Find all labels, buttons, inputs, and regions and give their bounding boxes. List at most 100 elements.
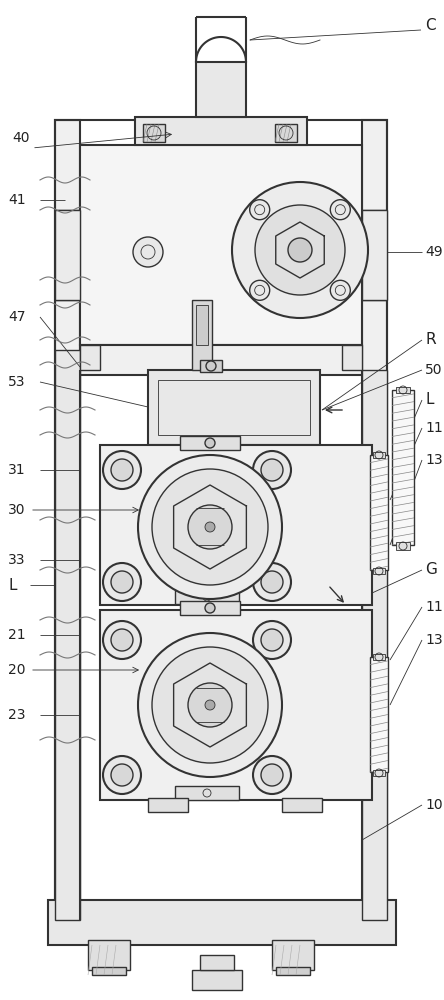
Bar (143, 124, 165, 142)
Circle shape (253, 563, 291, 601)
Text: 40: 40 (12, 131, 29, 145)
Bar (175, 786, 239, 800)
Bar (180, 436, 240, 450)
Text: 53: 53 (8, 375, 25, 389)
Bar (55, 350, 80, 920)
Bar (100, 610, 372, 800)
Circle shape (205, 522, 215, 532)
Bar (370, 657, 388, 772)
Circle shape (206, 361, 216, 371)
Bar (135, 117, 307, 145)
Circle shape (255, 205, 345, 295)
Text: 21: 21 (8, 628, 26, 642)
Text: 13: 13 (425, 453, 443, 467)
Text: G: G (425, 562, 437, 578)
Circle shape (261, 764, 283, 786)
Bar (342, 345, 362, 370)
Bar (158, 380, 310, 435)
Text: 20: 20 (8, 663, 25, 677)
Bar (55, 120, 387, 920)
Circle shape (188, 683, 232, 727)
Text: 33: 33 (8, 553, 25, 567)
Text: R: R (425, 332, 436, 348)
Text: 23: 23 (8, 708, 25, 722)
Text: 11: 11 (425, 600, 443, 614)
Bar (92, 967, 126, 975)
Text: 50: 50 (425, 363, 443, 377)
Circle shape (111, 459, 133, 481)
Bar (80, 145, 362, 345)
Bar (362, 370, 387, 920)
Bar (196, 305, 208, 345)
Bar (80, 345, 100, 370)
Bar (392, 390, 414, 545)
Bar (370, 455, 388, 570)
Circle shape (288, 238, 312, 262)
Circle shape (152, 647, 268, 763)
Bar (200, 955, 234, 970)
Circle shape (111, 571, 133, 593)
Bar (100, 445, 372, 605)
Circle shape (330, 280, 350, 300)
Text: C: C (425, 17, 436, 32)
Bar (196, 62, 246, 117)
Circle shape (138, 633, 282, 777)
Circle shape (205, 438, 215, 448)
Circle shape (103, 621, 141, 659)
Bar (373, 654, 385, 660)
Circle shape (253, 756, 291, 794)
Circle shape (261, 571, 283, 593)
Circle shape (250, 200, 270, 220)
Circle shape (261, 459, 283, 481)
Circle shape (138, 455, 282, 599)
Bar (396, 542, 410, 550)
Text: 49: 49 (425, 245, 443, 259)
Bar (275, 124, 297, 142)
Circle shape (205, 700, 215, 710)
Circle shape (103, 563, 141, 601)
Text: L: L (8, 578, 16, 592)
Circle shape (253, 621, 291, 659)
Bar (373, 452, 385, 458)
Circle shape (103, 451, 141, 489)
Text: 10: 10 (425, 798, 443, 812)
Bar (80, 345, 362, 375)
Bar (192, 970, 242, 990)
Circle shape (133, 237, 163, 267)
Bar (88, 940, 130, 970)
Bar (272, 940, 314, 970)
Bar (200, 360, 222, 372)
Circle shape (261, 629, 283, 651)
Bar (362, 120, 387, 920)
Bar (175, 590, 239, 604)
Bar (148, 798, 188, 812)
Text: 47: 47 (8, 310, 25, 324)
Circle shape (152, 469, 268, 585)
Circle shape (330, 200, 350, 220)
Text: 30: 30 (8, 503, 25, 517)
Bar (48, 900, 396, 945)
Circle shape (250, 280, 270, 300)
Text: 13: 13 (425, 633, 443, 647)
Bar (282, 798, 322, 812)
Text: 11: 11 (425, 421, 443, 435)
Bar (373, 568, 385, 574)
Circle shape (111, 629, 133, 651)
Circle shape (253, 451, 291, 489)
Circle shape (232, 182, 368, 318)
Circle shape (188, 505, 232, 549)
Text: 41: 41 (8, 193, 26, 207)
Bar (362, 210, 387, 300)
Bar (192, 300, 212, 370)
Bar (396, 387, 410, 393)
Bar (276, 967, 310, 975)
Circle shape (205, 603, 215, 613)
Text: 31: 31 (8, 463, 26, 477)
Circle shape (103, 756, 141, 794)
Bar (180, 601, 240, 615)
Bar (55, 210, 80, 300)
Circle shape (111, 764, 133, 786)
Bar (55, 120, 80, 920)
Bar (373, 770, 385, 776)
Bar (148, 370, 320, 445)
